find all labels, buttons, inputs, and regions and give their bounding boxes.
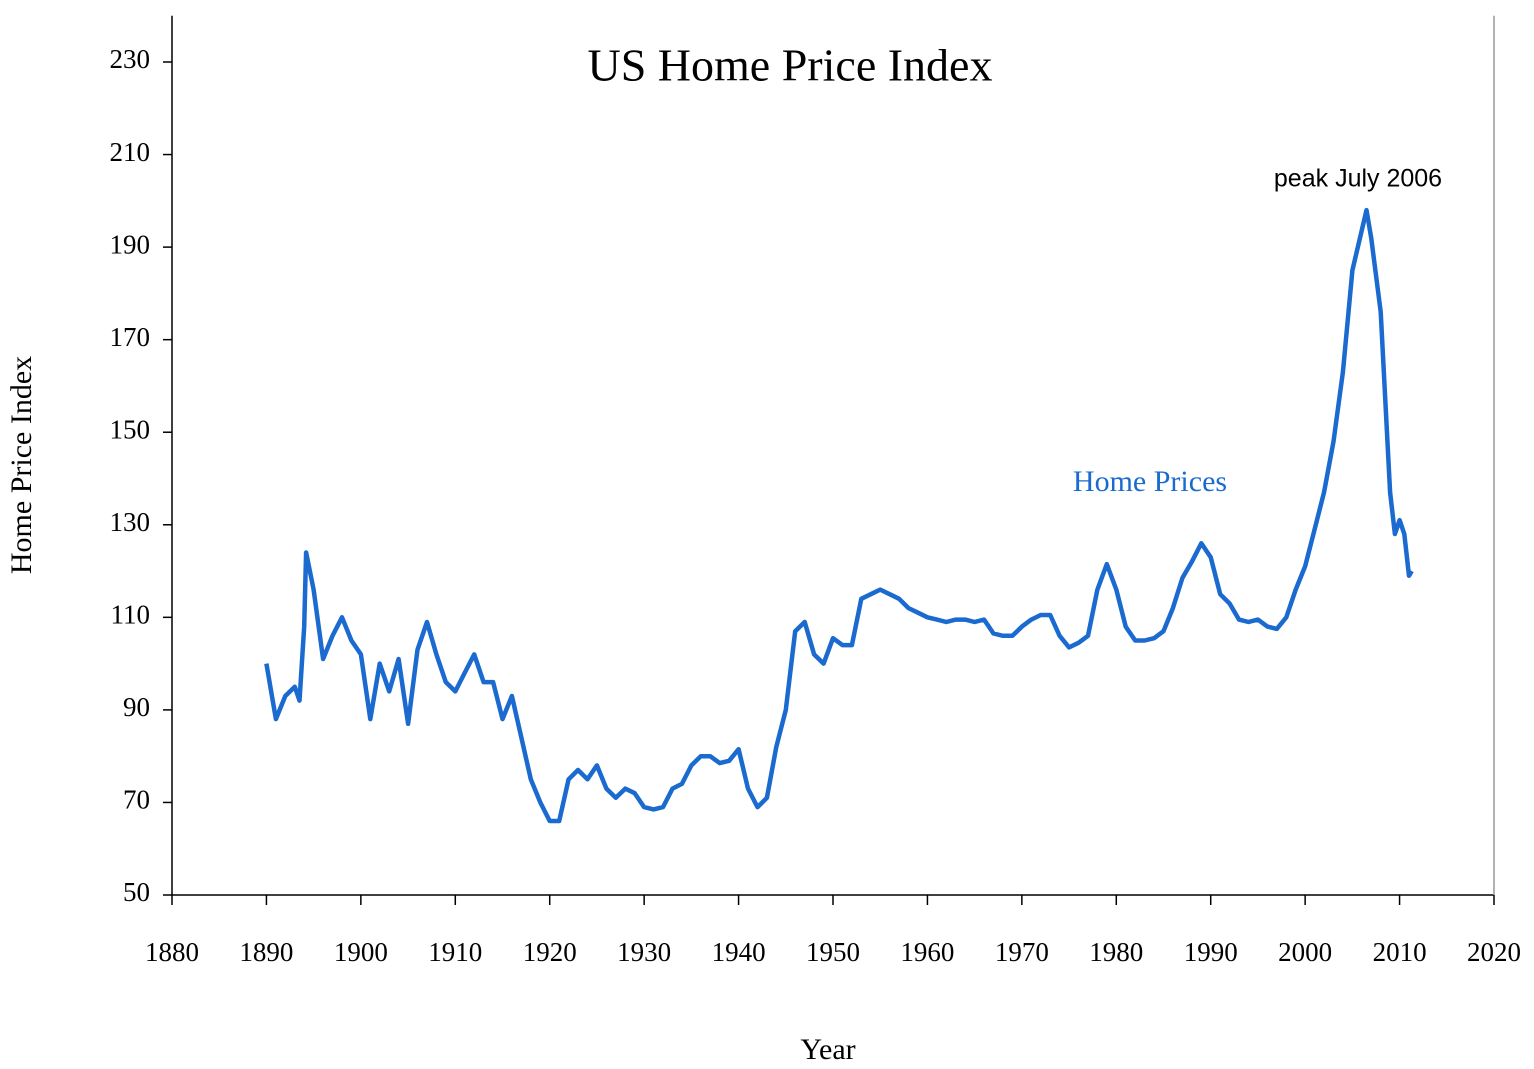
y-tick-label: 50 [123, 877, 150, 907]
x-tick-label: 1910 [428, 937, 482, 967]
x-tick-label: 1940 [712, 937, 766, 967]
x-tick-label: 2010 [1373, 937, 1427, 967]
x-tick-label: 1980 [1089, 937, 1143, 967]
x-tick-label: 1960 [900, 937, 954, 967]
y-axis-label: Home Price Index [5, 356, 38, 574]
x-tick-label: 1970 [995, 937, 1049, 967]
y-tick-label: 190 [110, 229, 151, 259]
x-tick-label: 2000 [1278, 937, 1332, 967]
annotation: peak July 2006 [1274, 165, 1442, 193]
x-tick-label: 2020 [1467, 937, 1521, 967]
y-tick-label: 110 [111, 600, 151, 630]
y-tick-label: 90 [123, 692, 150, 722]
x-tick-label: 1900 [334, 937, 388, 967]
annotation: Home Prices [1073, 465, 1227, 498]
x-axis-label: Year [800, 1033, 855, 1066]
y-tick-label: 70 [123, 785, 150, 815]
x-tick-label: 1880 [145, 937, 199, 967]
x-tick-label: 1950 [806, 937, 860, 967]
x-tick-label: 1920 [523, 937, 577, 967]
y-tick-label: 230 [110, 44, 151, 74]
x-tick-label: 1990 [1184, 937, 1238, 967]
y-tick-label: 150 [110, 414, 151, 444]
x-tick-label: 1890 [239, 937, 293, 967]
x-tick-label: 1930 [617, 937, 671, 967]
y-tick-label: 210 [110, 137, 151, 167]
chart-title: US Home Price Index [588, 40, 993, 91]
y-tick-label: 130 [110, 507, 151, 537]
y-tick-label: 170 [110, 322, 151, 352]
data-line [264, 207, 1414, 824]
